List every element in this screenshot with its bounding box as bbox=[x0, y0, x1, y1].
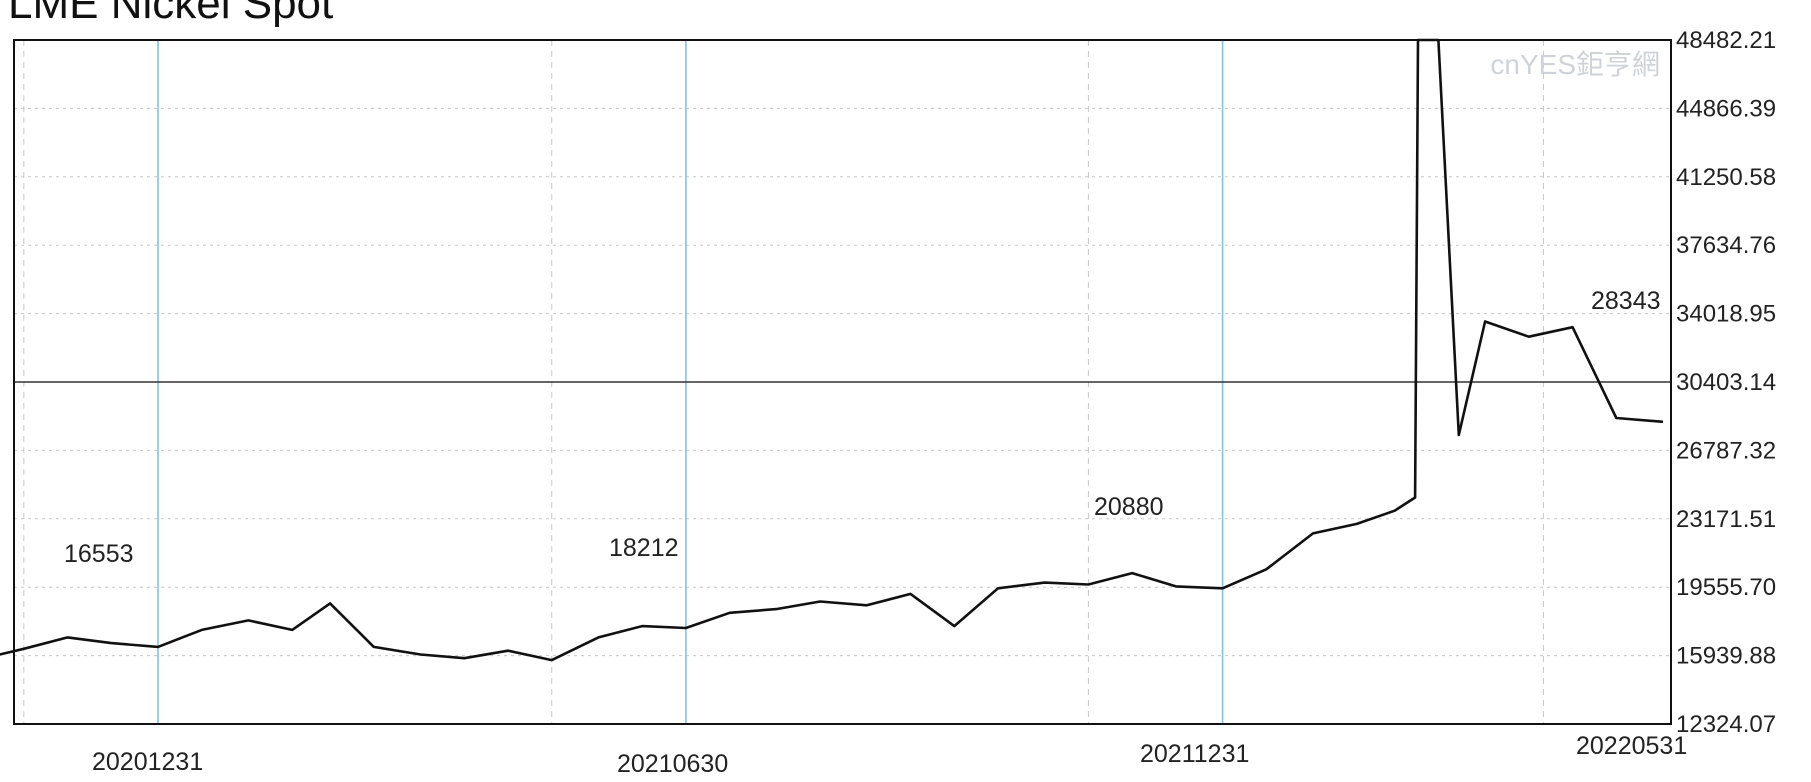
y-tick-label: 44866.39 bbox=[1676, 95, 1776, 122]
data-label: 28343 bbox=[1591, 287, 1661, 315]
y-tick-label: 12324.07 bbox=[1676, 711, 1776, 738]
y-axis: 48482.21 44866.39 41250.58 37634.76 34018.95… bbox=[1676, 27, 1776, 738]
y-tick-label: 34018.95 bbox=[1676, 301, 1776, 328]
series-line bbox=[0, 38, 1664, 662]
x-tick-label: 20210630 bbox=[617, 750, 728, 778]
y-tick-label: 23171.51 bbox=[1676, 506, 1776, 533]
x-tick-label: 20211231 bbox=[1140, 740, 1249, 768]
y-tick-label: 26787.32 bbox=[1676, 437, 1776, 464]
data-label: 20880 bbox=[1094, 493, 1164, 521]
data-label: 18212 bbox=[609, 534, 679, 562]
data-label: 16553 bbox=[64, 540, 134, 568]
y-tick-label: 48482.21 bbox=[1676, 27, 1776, 54]
plot-frame bbox=[13, 39, 1672, 725]
data-labels: 16553 18212 20880 28343 bbox=[64, 287, 1661, 568]
x-tick-label: 20220531 bbox=[1576, 732, 1687, 760]
x-axis: 20201231 20210630 20211231 20220531 bbox=[92, 732, 1687, 778]
y-tick-label: 19555.70 bbox=[1676, 574, 1776, 601]
x-tick-label: 20201231 bbox=[92, 748, 203, 776]
y-tick-label: 37634.76 bbox=[1676, 232, 1776, 259]
y-tick-label: 15939.88 bbox=[1676, 643, 1776, 670]
watermark: cnYES鉅亨網 bbox=[1490, 49, 1660, 80]
chart-title: LME Nickel Spot bbox=[8, 0, 333, 28]
y-tick-label: 30403.14 bbox=[1676, 369, 1776, 396]
y-tick-label: 41250.58 bbox=[1676, 164, 1776, 191]
